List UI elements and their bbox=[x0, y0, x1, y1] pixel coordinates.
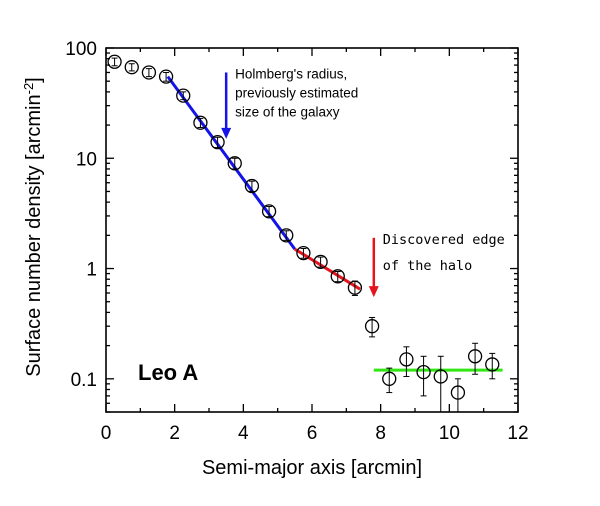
data-point bbox=[141, 65, 157, 80]
x-tick-label: 10 bbox=[439, 423, 460, 444]
data-point bbox=[279, 228, 294, 243]
data-point bbox=[244, 178, 260, 194]
data-point bbox=[124, 60, 139, 75]
y-tick-label: 100 bbox=[65, 39, 97, 60]
data-point bbox=[416, 364, 431, 380]
y-axis-title: Surface number density [arcmin-2] bbox=[21, 77, 46, 376]
data-point bbox=[176, 88, 191, 103]
data-point bbox=[467, 349, 483, 364]
y-axis-title-main: Surface number density [arcmin bbox=[23, 94, 45, 376]
annotation-arrow-head bbox=[368, 286, 379, 298]
data-point bbox=[399, 352, 414, 367]
annotation-arrow-head bbox=[221, 127, 232, 139]
annotation-text: of the halo bbox=[383, 258, 472, 274]
annotations-layer: Holmberg's radius, previously estimated si… bbox=[221, 66, 505, 298]
data-point bbox=[364, 319, 380, 334]
fit-lines-layer bbox=[166, 75, 503, 372]
galaxy-label: Leo A bbox=[138, 360, 198, 385]
data-point bbox=[485, 357, 500, 372]
x-tick-label: 0 bbox=[101, 423, 112, 444]
y-axis-title-close: ] bbox=[23, 77, 45, 83]
x-tick-label: 12 bbox=[507, 423, 528, 444]
y-tick-label: 0.1 bbox=[71, 370, 97, 391]
data-point bbox=[347, 280, 363, 295]
data-point bbox=[107, 54, 122, 69]
y-tick-label: 10 bbox=[76, 149, 97, 170]
annotation-text: previously estimated bbox=[235, 85, 358, 100]
annotation-text: size of the galaxy bbox=[235, 104, 340, 119]
x-tick-label: 6 bbox=[307, 423, 318, 444]
data-point bbox=[193, 115, 208, 130]
x-tick-label: 4 bbox=[238, 423, 249, 444]
fit-line bbox=[294, 247, 361, 291]
x-axis-title: Semi-major axis [arcmin] bbox=[202, 457, 422, 479]
data-point bbox=[210, 135, 225, 150]
data-point bbox=[313, 254, 328, 269]
y-tick-label: 1 bbox=[86, 260, 97, 281]
data-point bbox=[330, 269, 345, 284]
x-tick-label: 8 bbox=[375, 423, 386, 444]
data-point bbox=[296, 245, 311, 261]
fit-line bbox=[166, 75, 297, 250]
data-points-layer bbox=[107, 54, 500, 413]
annotation-text: Holmberg's radius, bbox=[235, 66, 347, 81]
axes-layer: 0 2 4 6 8 10 12 0.1 1 10 100 bbox=[65, 39, 528, 444]
data-point bbox=[450, 385, 466, 400]
y-axis-title-sup: -2 bbox=[21, 83, 36, 95]
data-point bbox=[227, 156, 242, 171]
annotation-text: Discovered edge bbox=[383, 232, 505, 248]
data-point bbox=[158, 69, 174, 84]
plot-frame bbox=[105, 47, 519, 413]
x-tick-label: 2 bbox=[169, 423, 180, 444]
data-point bbox=[261, 204, 277, 219]
data-point bbox=[433, 369, 448, 384]
data-point bbox=[382, 371, 397, 386]
